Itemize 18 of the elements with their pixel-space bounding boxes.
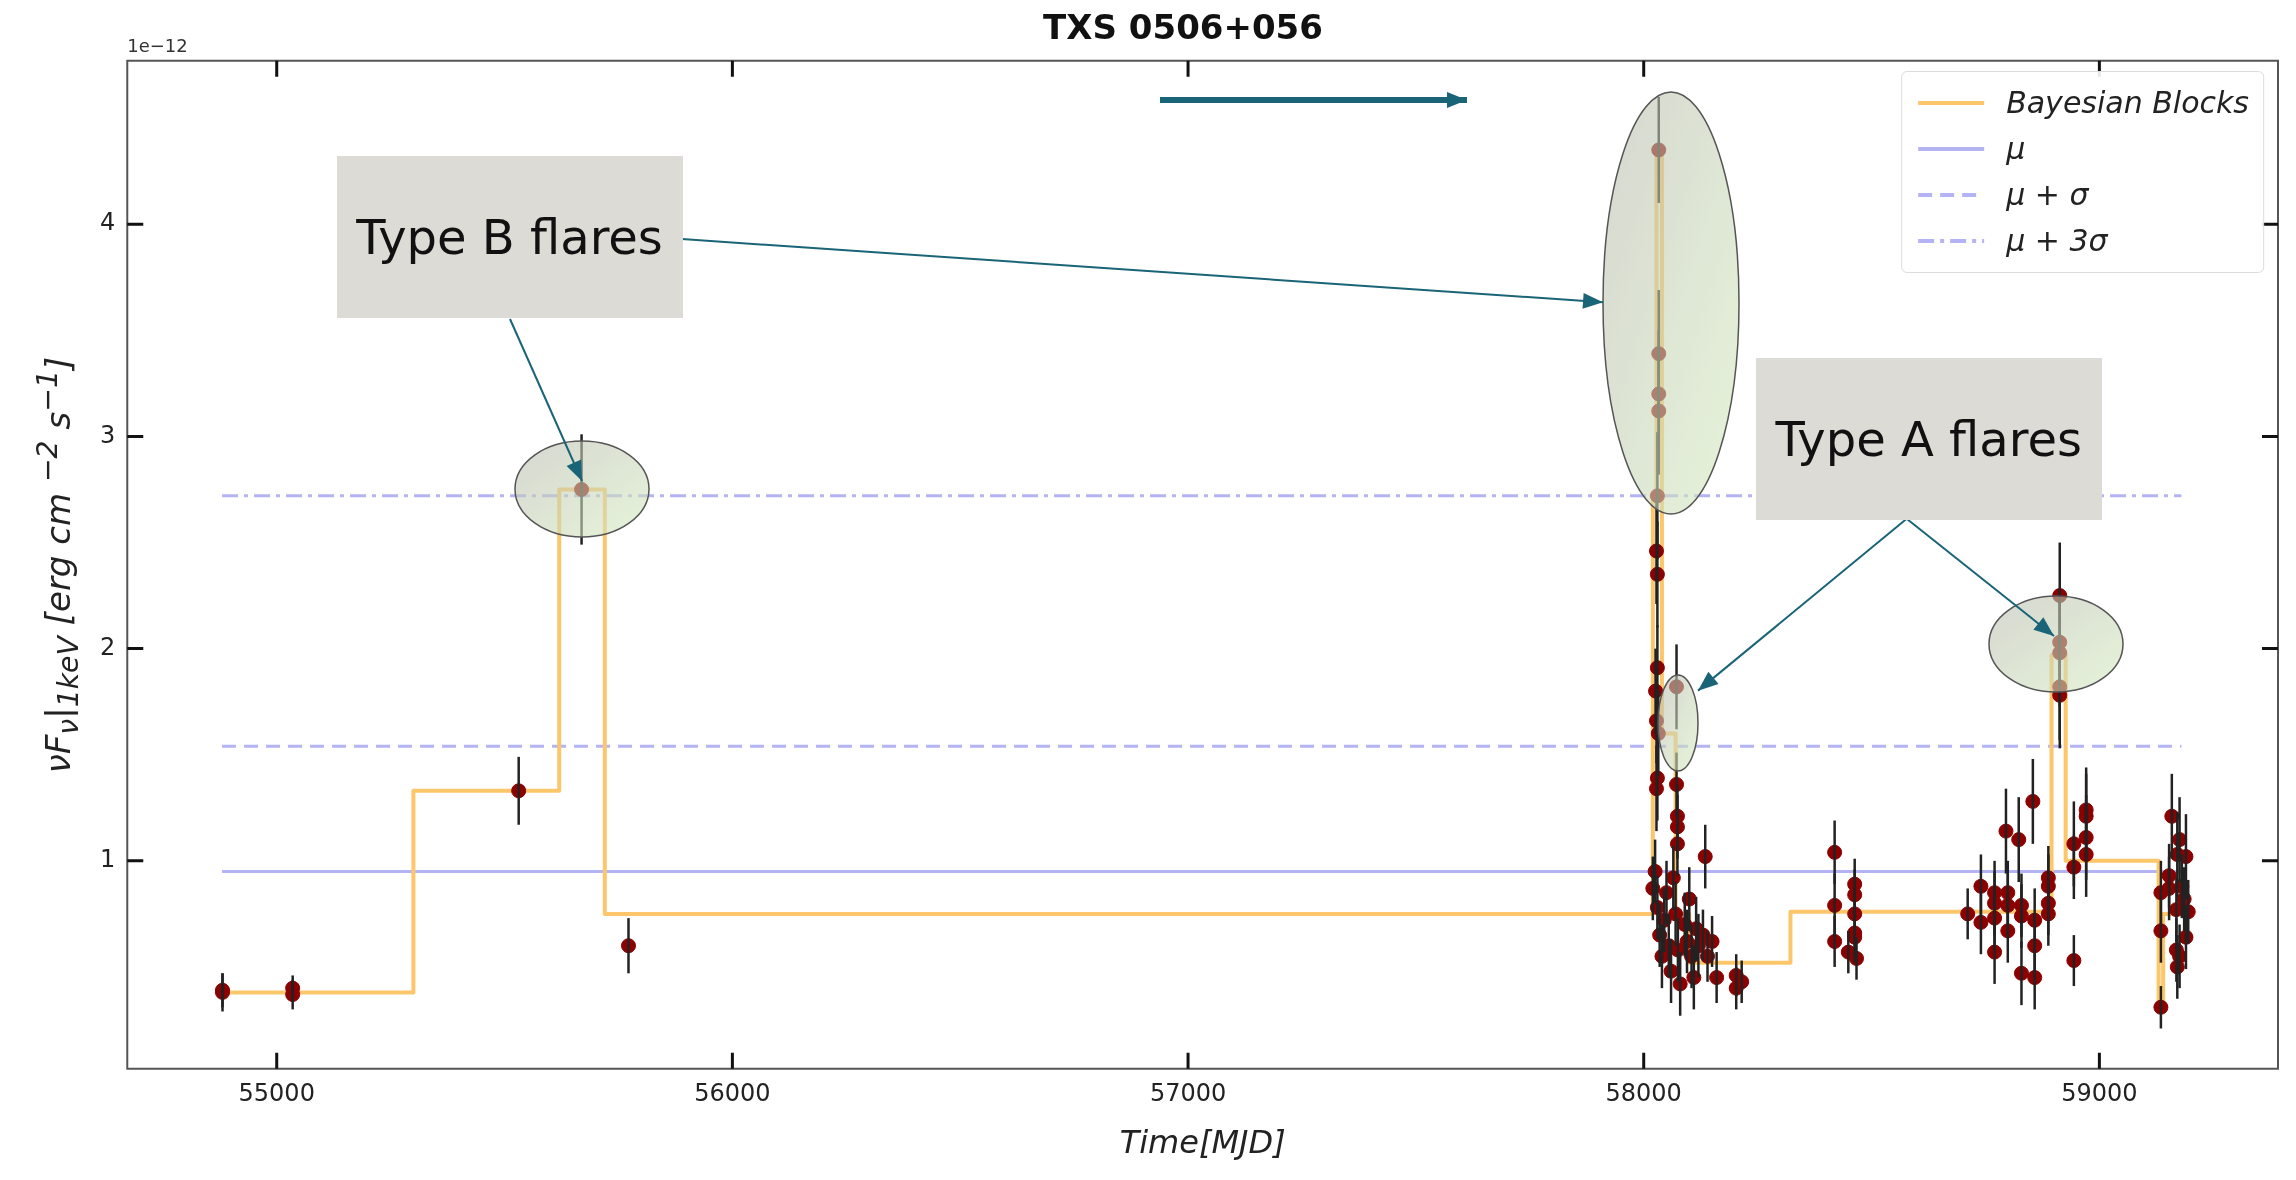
y-tick-label: 1 [99,845,116,874]
legend-label: μ [2006,131,2026,167]
x-tick-label: 58000 [1605,1079,1682,1108]
x-tick-label: 55000 [238,1079,315,1108]
y-tick-label: 2 [99,632,116,661]
legend-label: μ + 3σ [2006,223,2108,259]
y-tick-label: 3 [99,420,116,449]
annotation: Type B flares [336,156,683,319]
chart-title: TXS 0506+056 [1043,7,1323,48]
x-tick-label: 56000 [694,1079,771,1108]
annotation: Type A flares [1755,358,2102,521]
legend-label: Bayesian Blocks [2006,85,2249,121]
legend-label: μ + σ [2006,177,2089,213]
text: 1e−12 [127,34,188,56]
x-tick-label: 57000 [1149,1079,1227,1108]
x-axis-title: Time[MJD] [1119,1123,1286,1162]
y-tick-label: 4 [99,208,116,237]
x-tick-label: 59000 [2061,1079,2138,1108]
